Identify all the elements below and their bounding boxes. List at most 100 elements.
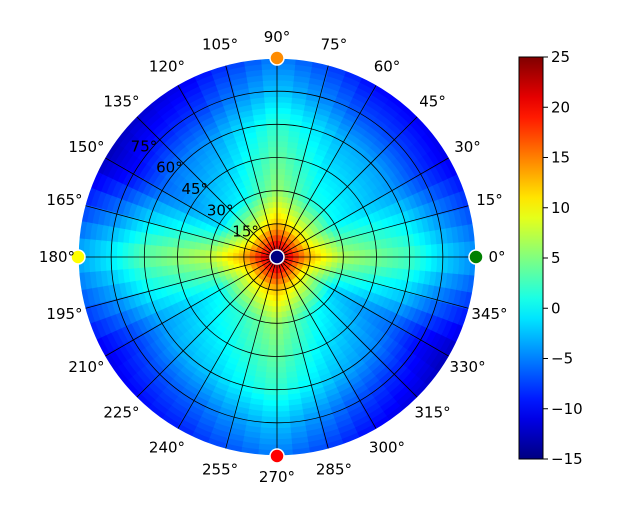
heat-cell xyxy=(416,187,429,206)
heat-cell xyxy=(158,214,169,228)
heat-cell xyxy=(121,242,129,259)
heat-cell xyxy=(146,327,161,344)
heat-cell xyxy=(218,406,237,419)
heat-cell xyxy=(182,239,191,250)
heat-cell xyxy=(441,209,452,229)
heat-cell xyxy=(429,144,446,165)
heat-cell xyxy=(132,336,147,354)
heat-cell xyxy=(226,252,234,258)
heat-cell xyxy=(315,361,330,373)
heat-cell xyxy=(245,266,253,272)
heat-cell xyxy=(407,336,422,354)
heat-cell xyxy=(395,288,406,304)
heat-cell xyxy=(115,198,128,217)
angular-tick-label: 150° xyxy=(68,138,104,156)
heat-cell xyxy=(162,133,179,149)
heat-cell xyxy=(281,235,285,242)
heat-cell xyxy=(403,351,419,369)
heat-cell xyxy=(248,258,256,263)
heat-cell xyxy=(383,399,403,417)
heat-cell xyxy=(237,253,245,258)
heat-cell xyxy=(146,115,165,134)
heat-cell xyxy=(260,249,268,254)
heat-cell xyxy=(321,79,341,92)
heat-cell xyxy=(266,361,278,369)
heat-cell xyxy=(199,256,206,265)
heat-cell xyxy=(364,374,382,390)
heat-cell xyxy=(180,387,198,402)
heat-cell xyxy=(286,231,292,239)
heat-cell xyxy=(267,355,278,363)
heat-cell xyxy=(109,314,123,334)
heat-cell xyxy=(278,278,283,286)
heat-cell xyxy=(161,110,180,127)
heat-cell xyxy=(367,300,379,314)
heat-cell xyxy=(144,152,160,170)
heat-cell xyxy=(88,255,96,275)
heat-cell xyxy=(343,395,362,409)
heat-cell xyxy=(308,128,324,139)
heat-cell xyxy=(267,229,272,237)
heat-cell xyxy=(282,229,287,237)
heat-cell xyxy=(282,242,287,249)
colorbar-tick-label: −5 xyxy=(551,350,573,368)
heat-cell xyxy=(276,134,289,142)
heat-cell xyxy=(276,212,282,219)
heat-cell xyxy=(278,273,282,280)
heat-cell xyxy=(392,245,400,258)
heat-cell xyxy=(146,301,158,317)
heat-cell xyxy=(358,391,377,407)
heat-cell xyxy=(406,305,419,322)
heat-cell xyxy=(262,107,279,115)
heat-cell xyxy=(110,255,118,273)
heat-cell xyxy=(148,288,159,304)
heat-cell xyxy=(91,287,102,308)
heat-cell xyxy=(308,437,329,449)
heat-cell xyxy=(283,271,289,278)
heat-cell xyxy=(123,114,142,134)
heat-cell xyxy=(166,236,174,249)
heat-cell xyxy=(400,103,420,122)
heat-cell xyxy=(215,245,223,253)
heat-cell xyxy=(121,360,139,380)
heat-cell xyxy=(250,244,258,250)
heat-cell xyxy=(286,370,300,379)
heat-cell xyxy=(223,443,245,454)
colorbar-tick-label: 5 xyxy=(551,249,561,267)
heat-cell xyxy=(203,355,218,369)
heat-cell xyxy=(339,115,356,129)
heat-cell xyxy=(386,202,398,217)
heat-cell xyxy=(438,158,454,179)
polar-plot-area: 0° 15° 30° 45° 60° 75° 90° 105° 120° 135° 150° 165°… xyxy=(39,28,508,486)
heat-cell xyxy=(317,366,332,378)
heat-cell xyxy=(421,295,433,314)
heat-cell xyxy=(284,349,296,357)
heat-cell xyxy=(322,427,343,440)
heat-cell xyxy=(304,416,323,427)
heat-cell xyxy=(420,344,437,364)
heat-cell xyxy=(407,354,424,373)
heat-cell xyxy=(268,339,278,347)
heat-cell xyxy=(259,343,270,352)
heat-cell xyxy=(264,190,273,198)
heat-cell xyxy=(153,142,169,159)
heat-cell xyxy=(339,426,361,440)
heat-cell xyxy=(264,123,278,131)
heat-cell xyxy=(419,169,434,189)
heat-cell xyxy=(154,124,172,141)
heat-cell xyxy=(234,341,246,352)
heat-cell xyxy=(143,256,151,270)
heat-cell xyxy=(255,261,262,265)
heat-cell xyxy=(295,266,303,272)
heat-cell xyxy=(262,225,268,233)
heat-cell xyxy=(319,209,329,219)
heat-cell xyxy=(381,295,393,310)
heat-cell xyxy=(356,112,374,127)
heat-cell xyxy=(146,380,165,399)
heat-cell xyxy=(284,263,291,270)
heat-cell xyxy=(228,427,248,438)
heat-cell xyxy=(171,237,180,250)
heat-cell xyxy=(283,242,289,249)
heat-cell xyxy=(398,347,414,365)
heat-cell xyxy=(275,410,293,418)
